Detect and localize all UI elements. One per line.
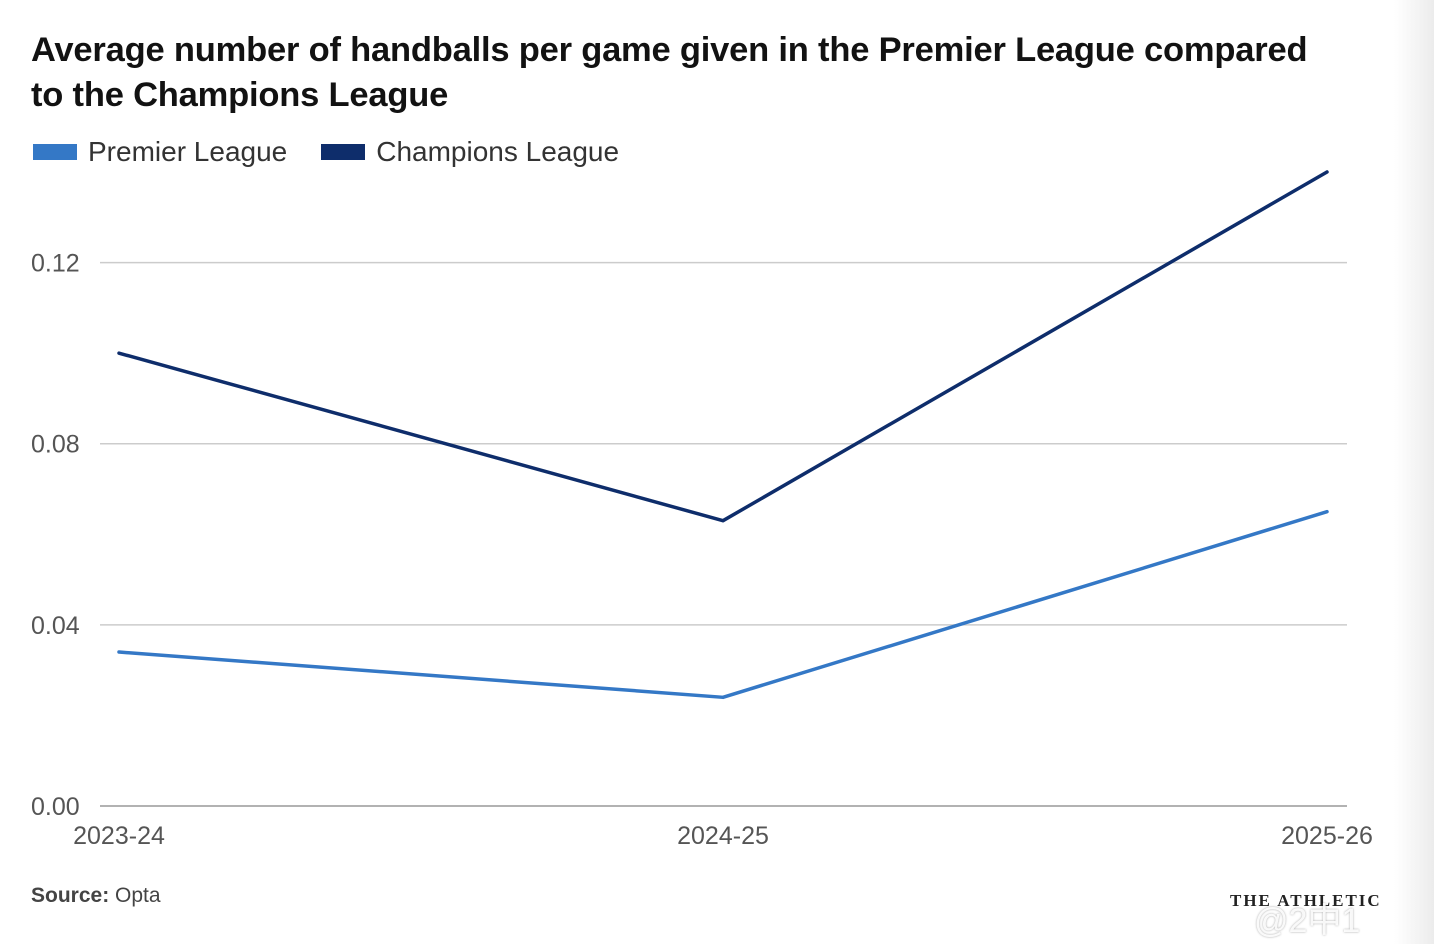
y-tick-label: 0.08 xyxy=(31,431,80,459)
legend-label-premier-league: Premier League xyxy=(88,136,288,167)
legend-swatch-champions-league xyxy=(321,144,366,160)
legend-item-premier-league: Premier League xyxy=(33,136,287,168)
legend-item-champions-league: Champions League xyxy=(321,136,619,168)
y-tick-label: 0.04 xyxy=(31,612,80,640)
series-line-premier-league xyxy=(117,509,1329,700)
data-point-champions-league xyxy=(721,519,725,523)
source-value: Opta xyxy=(115,884,161,907)
data-point-premier-league xyxy=(117,650,121,654)
right-edge-shade xyxy=(1394,0,1434,944)
data-point-premier-league xyxy=(1325,510,1329,514)
publisher-logo: THE ATHLETIC xyxy=(1230,891,1382,910)
legend: Premier League Champions League xyxy=(33,136,653,168)
source-label: Source: xyxy=(31,884,110,907)
legend-label-champions-league: Champions League xyxy=(376,136,620,167)
source-note: Source: Opta xyxy=(31,884,161,908)
series-line-champions-league xyxy=(117,170,1329,523)
chart-title: Average number of handballs per game giv… xyxy=(31,31,1308,114)
data-point-champions-league xyxy=(117,351,121,355)
x-tick-label: 2024-25 xyxy=(677,822,769,850)
data-point-premier-league xyxy=(721,695,725,699)
x-tick-label: 2025-26 xyxy=(1281,822,1373,850)
x-tick-label: 2023-24 xyxy=(73,822,165,850)
y-tick-label: 0.00 xyxy=(31,793,80,821)
y-tick-label: 0.12 xyxy=(31,250,80,278)
data-point-champions-league xyxy=(1325,170,1329,174)
legend-swatch-premier-league xyxy=(33,144,77,160)
watermark: @2中1 xyxy=(1254,902,1361,940)
